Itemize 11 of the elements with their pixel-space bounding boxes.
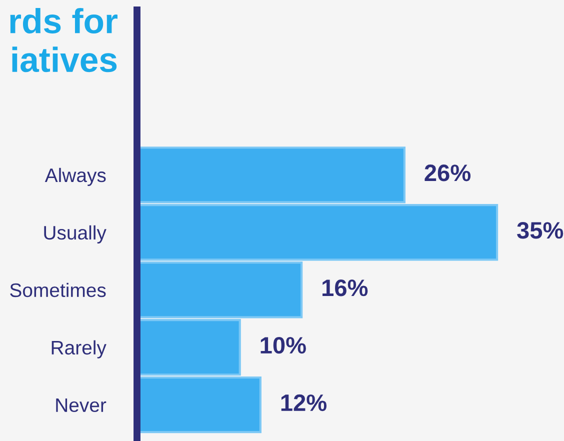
data-label: 16% <box>322 279 368 296</box>
y-tick-label: Sometimes <box>10 282 106 298</box>
data-label: 12% <box>281 394 327 412</box>
y-tick-label: Never <box>56 398 106 412</box>
data-label: 35% <box>517 222 564 239</box>
data-label: 26% <box>424 164 471 182</box>
y-tick-label: Always <box>44 168 106 186</box>
y-tick-label: Rarely <box>52 340 106 358</box>
data-label: 10% <box>260 336 306 354</box>
y-tick-label: Usually <box>44 225 106 244</box>
chart-title: rds for iatives <box>10 8 118 72</box>
